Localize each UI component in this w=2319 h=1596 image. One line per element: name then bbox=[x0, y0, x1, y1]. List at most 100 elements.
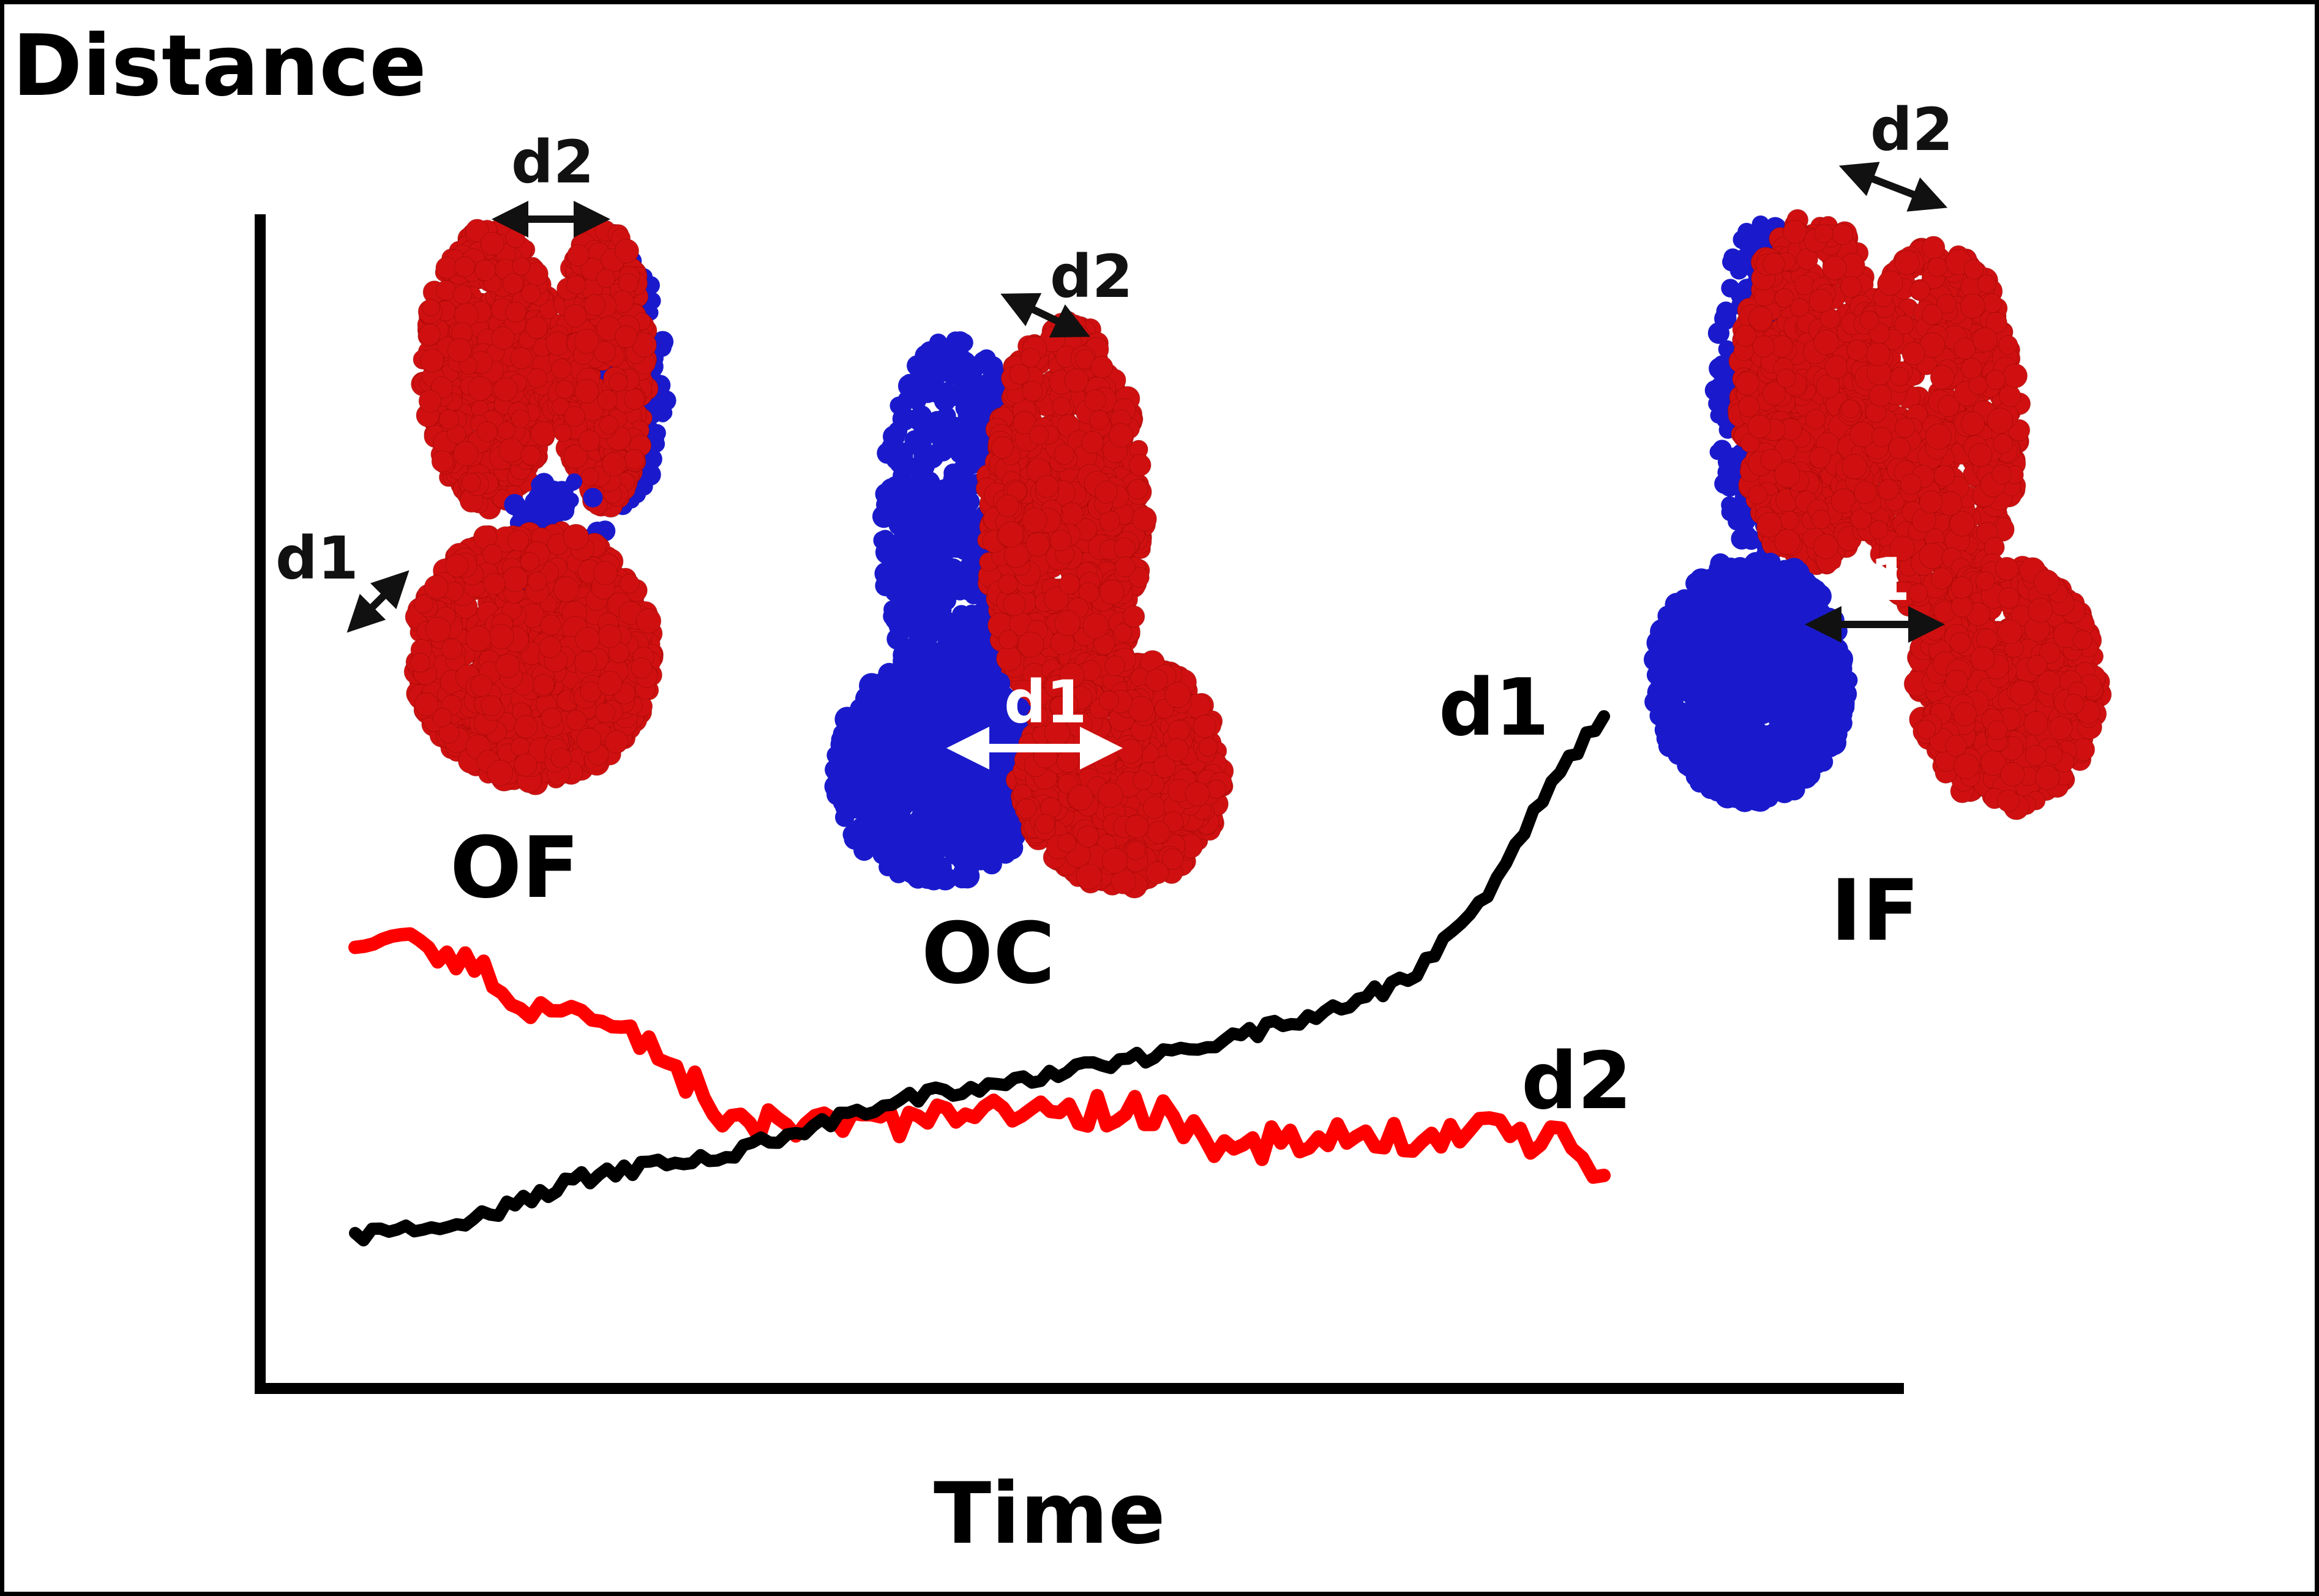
atom bbox=[1095, 481, 1118, 504]
atom bbox=[514, 714, 538, 739]
atom bbox=[452, 285, 473, 305]
atom bbox=[1076, 825, 1100, 848]
atom bbox=[1025, 532, 1050, 557]
atom bbox=[1035, 474, 1059, 498]
atom bbox=[493, 377, 518, 402]
atom bbox=[615, 325, 638, 348]
atom bbox=[1022, 380, 1043, 402]
atom bbox=[1142, 796, 1166, 819]
atom bbox=[596, 269, 616, 288]
atom bbox=[583, 487, 603, 508]
atom bbox=[614, 239, 639, 264]
atom bbox=[598, 624, 622, 648]
atom bbox=[1101, 847, 1128, 874]
atom bbox=[885, 584, 903, 602]
atom bbox=[593, 561, 618, 586]
atom bbox=[566, 275, 586, 294]
atom bbox=[563, 523, 590, 550]
atom bbox=[511, 409, 530, 429]
atom bbox=[502, 566, 528, 593]
atom bbox=[991, 436, 1014, 459]
atom bbox=[539, 635, 562, 659]
atom bbox=[895, 519, 920, 544]
atom bbox=[1081, 430, 1104, 454]
atom bbox=[1198, 737, 1218, 757]
atom bbox=[498, 438, 524, 463]
atom bbox=[1114, 537, 1136, 560]
atom bbox=[476, 421, 498, 443]
atom bbox=[551, 358, 572, 380]
atom bbox=[1054, 610, 1081, 637]
atom bbox=[624, 449, 645, 470]
atom bbox=[1052, 397, 1071, 416]
atom bbox=[527, 368, 548, 389]
atom bbox=[1193, 714, 1216, 738]
atom bbox=[418, 323, 441, 346]
atom bbox=[441, 638, 463, 660]
atom bbox=[1133, 770, 1153, 790]
oc-structure bbox=[824, 310, 1234, 899]
atom bbox=[483, 572, 506, 596]
atom bbox=[918, 782, 943, 807]
atom bbox=[482, 544, 503, 564]
atom bbox=[435, 280, 456, 301]
atom bbox=[1057, 833, 1077, 853]
atom bbox=[913, 449, 937, 473]
atom bbox=[1126, 841, 1145, 861]
atom bbox=[504, 301, 526, 323]
atom bbox=[520, 283, 541, 304]
atom bbox=[510, 347, 533, 370]
atom bbox=[962, 604, 981, 623]
atom bbox=[574, 329, 599, 354]
atom bbox=[882, 547, 906, 572]
atom bbox=[468, 376, 493, 401]
of-structure bbox=[403, 218, 676, 796]
atom bbox=[1068, 785, 1094, 811]
atom bbox=[1003, 593, 1026, 616]
atom bbox=[901, 591, 921, 612]
atom bbox=[431, 450, 454, 473]
atom bbox=[1029, 425, 1049, 445]
atom bbox=[520, 552, 540, 572]
atom bbox=[465, 625, 492, 652]
atom bbox=[1098, 690, 1119, 711]
atom bbox=[954, 568, 975, 589]
atom bbox=[896, 856, 920, 880]
atom bbox=[947, 345, 970, 369]
atom bbox=[525, 316, 548, 339]
atom bbox=[410, 653, 430, 673]
x-axis-title: Time bbox=[934, 1464, 1166, 1563]
atom bbox=[565, 476, 581, 491]
atom bbox=[580, 468, 599, 486]
atom bbox=[454, 256, 476, 277]
atom bbox=[925, 667, 948, 690]
atom bbox=[598, 670, 623, 696]
atom bbox=[1185, 781, 1210, 807]
atom bbox=[620, 573, 640, 594]
atom bbox=[520, 445, 541, 466]
atom bbox=[915, 363, 938, 386]
atom bbox=[933, 525, 956, 548]
atom bbox=[844, 759, 867, 782]
atom bbox=[954, 863, 980, 889]
atom bbox=[512, 257, 531, 276]
atom bbox=[1064, 368, 1089, 393]
atom bbox=[885, 607, 908, 631]
atom bbox=[972, 401, 991, 419]
atom bbox=[1022, 508, 1047, 533]
atom bbox=[631, 657, 653, 679]
atom bbox=[1164, 681, 1191, 708]
atom bbox=[1090, 356, 1114, 378]
atom bbox=[1115, 556, 1136, 577]
atom bbox=[849, 721, 868, 740]
atom bbox=[462, 473, 481, 492]
atom bbox=[1127, 478, 1148, 500]
atom bbox=[656, 405, 673, 421]
atom bbox=[955, 489, 978, 512]
atom bbox=[541, 707, 562, 729]
atom bbox=[1097, 782, 1123, 808]
atom bbox=[491, 326, 515, 350]
atom bbox=[1058, 573, 1081, 595]
atom bbox=[1020, 347, 1041, 368]
atom bbox=[1125, 814, 1149, 839]
